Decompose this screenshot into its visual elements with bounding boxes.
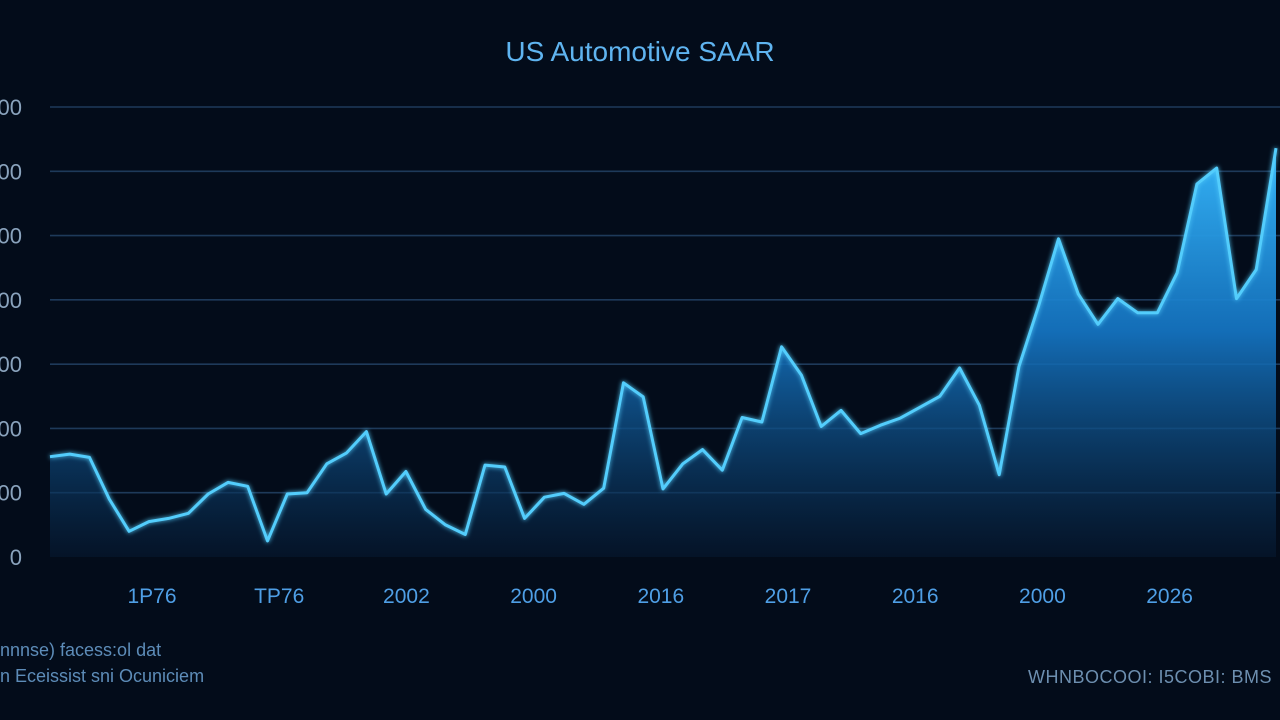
footer-note-line-1: nnnse) facess:ol dat: [0, 640, 162, 660]
chart-title: US Automotive SAAR: [505, 36, 774, 67]
x-tick-label: 2017: [765, 585, 812, 608]
x-tick-label: 1P76: [127, 585, 176, 608]
x-tick-label: 2000: [510, 585, 557, 608]
series-line: [49, 147, 1278, 543]
footer-source: WHNBOCOOI: I5COBI: BMS: [1027, 667, 1272, 687]
y-tick-label: 00: [0, 288, 22, 313]
y-tick-label: 00: [0, 416, 22, 441]
x-tick-label: 2016: [637, 585, 684, 608]
gridlines: [50, 106, 1280, 494]
footer-note-line-2: n Eceissist sni Ocuniciem: [0, 666, 205, 686]
x-tick-label: 2026: [1146, 585, 1193, 608]
y-tick-label: 00: [0, 95, 22, 120]
y-tick-label: 00: [0, 481, 22, 506]
x-tick-label: TP76: [254, 585, 304, 608]
x-axis-ticks: 1P76 TP76 2002 2000 2016 2017 2016 2000 2026: [127, 585, 1192, 608]
y-tick-label: 0: [10, 545, 22, 570]
x-tick-label: 2000: [1019, 585, 1066, 608]
y-tick-label: 00: [0, 159, 22, 184]
y-tick-label: 00: [0, 224, 22, 249]
series-area: [50, 148, 1276, 557]
x-tick-label: 2016: [892, 585, 939, 608]
y-tick-label: 00: [0, 352, 22, 377]
x-tick-label: 2002: [383, 585, 430, 608]
